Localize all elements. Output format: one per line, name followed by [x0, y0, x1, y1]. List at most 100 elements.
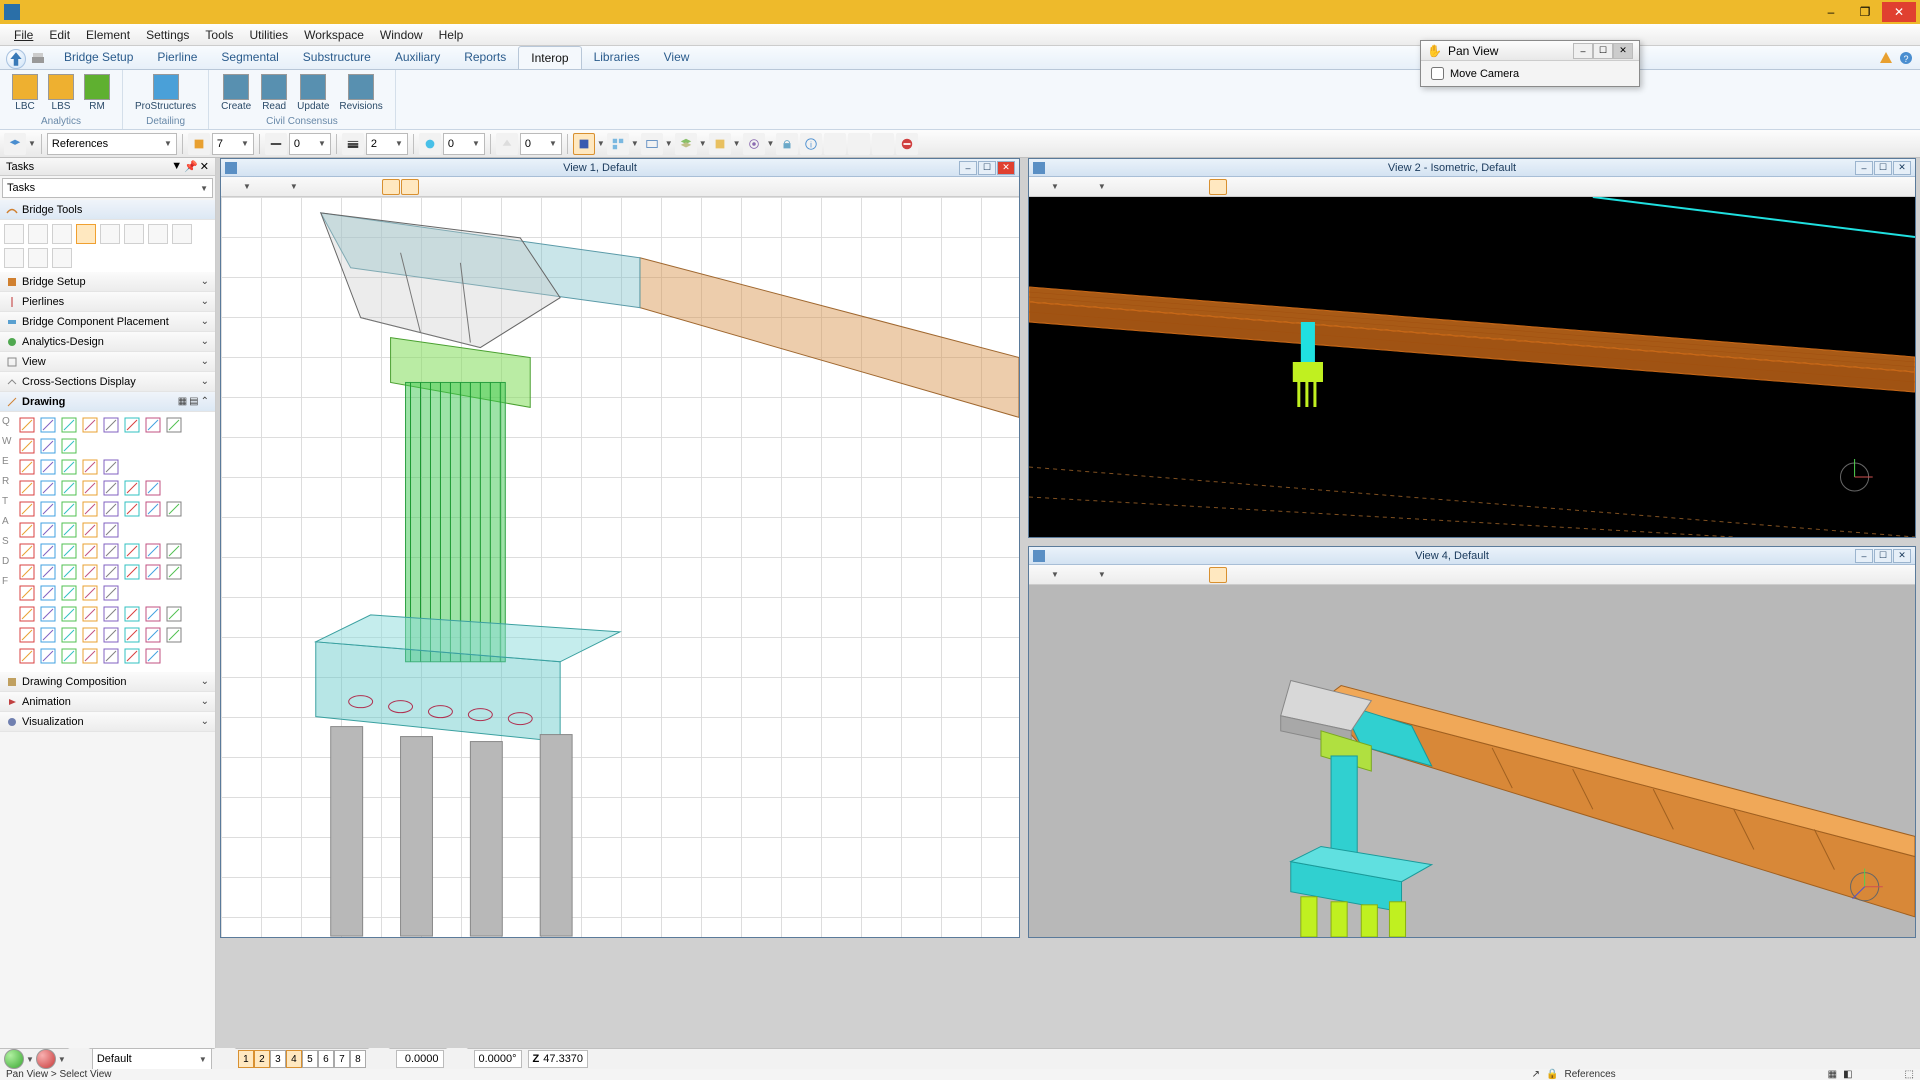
view-4-canvas[interactable] [1029, 585, 1915, 937]
line-style-icon[interactable] [265, 133, 287, 155]
dlg-max-button[interactable]: ☐ [1593, 43, 1613, 59]
drawing-tool-icon[interactable] [81, 647, 99, 665]
drawing-tool-icon[interactable] [144, 626, 162, 644]
menu-edit[interactable]: Edit [41, 26, 78, 44]
angle-icon[interactable] [446, 1048, 468, 1070]
view-num-8[interactable]: 8 [350, 1050, 366, 1068]
drawing-tool-icon[interactable] [102, 416, 120, 434]
view-tool-icon[interactable] [1228, 567, 1246, 583]
drawing-tool-icon[interactable] [102, 647, 120, 665]
tool-icon[interactable] [172, 224, 192, 244]
tool-icon[interactable] [28, 224, 48, 244]
view-tool-icon[interactable] [420, 179, 438, 195]
drawing-tool-icon[interactable] [18, 626, 36, 644]
help-icon[interactable]: ? [1898, 50, 1914, 66]
view-tool-icon[interactable] [1079, 567, 1097, 583]
drawing-tool-icon[interactable] [102, 458, 120, 476]
drawing-tool-icon[interactable] [39, 416, 57, 434]
spin1[interactable]: 7▼ [212, 133, 254, 155]
tool-icon[interactable] [148, 224, 168, 244]
view-tool-icon[interactable] [458, 179, 476, 195]
spin2[interactable]: 0▼ [289, 133, 331, 155]
drawing-tool-icon[interactable] [60, 563, 78, 581]
drawing-tool-icon[interactable] [18, 605, 36, 623]
view-tool-icon[interactable] [1032, 179, 1050, 195]
ribbon-btn-create[interactable]: Create [217, 72, 255, 114]
maximize-button[interactable]: ❐ [1848, 2, 1882, 22]
drawing-tool-icon[interactable] [39, 521, 57, 539]
tool-icon[interactable] [4, 248, 24, 268]
view-min-button[interactable]: – [1855, 161, 1873, 175]
drawing-tool-icon[interactable] [144, 563, 162, 581]
view-tool-icon[interactable] [1171, 179, 1189, 195]
view-num-4[interactable]: 4 [286, 1050, 302, 1068]
spin3[interactable]: 2▼ [366, 133, 408, 155]
view-tool-icon[interactable] [1133, 567, 1151, 583]
view-tool-icon[interactable] [1032, 567, 1050, 583]
view-tool-icon[interactable] [1228, 179, 1246, 195]
dropdown-icon[interactable]: ▼ [28, 139, 36, 148]
drawing-tool-icon[interactable] [39, 584, 57, 602]
view-num-3[interactable]: 3 [270, 1050, 286, 1068]
drawing-tool-icon[interactable] [102, 521, 120, 539]
drawing-tool-icon[interactable] [165, 563, 183, 581]
drawing-tool-icon[interactable] [144, 416, 162, 434]
drawing-tool-icon[interactable] [39, 458, 57, 476]
drawing-tool-icon[interactable] [165, 605, 183, 623]
view-tool-icon[interactable] [1304, 567, 1322, 583]
view-tool-icon[interactable] [1247, 179, 1265, 195]
drawing-tool-icon[interactable] [39, 563, 57, 581]
drawing-tool-icon[interactable] [18, 437, 36, 455]
task-drawing[interactable]: Drawing ▦▤⌃ [0, 392, 215, 412]
menu-help[interactable]: Help [431, 26, 472, 44]
drawing-tool-icon[interactable] [18, 563, 36, 581]
drawing-tool-icon[interactable] [144, 605, 162, 623]
drawing-tool-icon[interactable] [60, 626, 78, 644]
view-tool-icon[interactable] [1285, 179, 1303, 195]
snap-icon[interactable] [743, 133, 765, 155]
spin4[interactable]: 0▼ [443, 133, 485, 155]
drawing-tool-icon[interactable] [39, 605, 57, 623]
layer-icon[interactable] [4, 133, 26, 155]
drawing-tool-icon[interactable] [165, 626, 183, 644]
view-max-button[interactable]: ☐ [1874, 161, 1892, 175]
refs-icon[interactable] [641, 133, 663, 155]
menu-file[interactable]: File [6, 26, 41, 44]
view-close-button[interactable]: ✕ [1893, 161, 1911, 175]
drawing-tool-icon[interactable] [18, 458, 36, 476]
drawing-tool-icon[interactable] [39, 500, 57, 518]
view-min-button[interactable]: – [959, 161, 977, 175]
move-camera-checkbox[interactable] [1431, 67, 1444, 80]
view-tool-icon[interactable] [1285, 567, 1303, 583]
view-2-canvas[interactable] [1029, 197, 1915, 537]
task-cross-sections[interactable]: Cross-Sections Display⌄ [0, 372, 215, 392]
dropdown-icon[interactable]: ▼ [171, 160, 182, 173]
reject-button[interactable] [36, 1049, 56, 1069]
pan-view-dialog[interactable]: ✋ Pan View – ☐ ✕ Move Camera [1420, 40, 1640, 87]
drawing-tool-icon[interactable] [123, 647, 141, 665]
task-analytics-design[interactable]: Analytics-Design⌄ [0, 332, 215, 352]
view-max-button[interactable]: ☐ [978, 161, 996, 175]
task-pierlines[interactable]: Pierlines⌄ [0, 292, 215, 312]
ribbon-btn-prostructures[interactable]: ProStructures [131, 72, 200, 114]
tool-icon[interactable] [188, 133, 210, 155]
view-tool-icon[interactable] [1266, 179, 1284, 195]
drawing-tool-icon[interactable] [60, 416, 78, 434]
view-tool-icon[interactable] [1152, 179, 1170, 195]
drawing-tool-icon[interactable] [81, 458, 99, 476]
view-tool-icon[interactable] [1060, 179, 1078, 195]
menu-workspace[interactable]: Workspace [296, 26, 372, 44]
view-tool-icon[interactable] [1266, 567, 1284, 583]
drawing-tool-icon[interactable] [81, 626, 99, 644]
view-tool-icon[interactable] [363, 179, 381, 195]
drawing-tool-icon[interactable] [123, 626, 141, 644]
task-bridge-setup[interactable]: Bridge Setup⌄ [0, 272, 215, 292]
view-tool-icon[interactable] [496, 179, 514, 195]
drawing-tool-icon[interactable] [18, 479, 36, 497]
tab-substructure[interactable]: Substructure [291, 46, 383, 69]
view-tool-icon[interactable] [306, 179, 324, 195]
tool3-icon[interactable] [872, 133, 894, 155]
tab-pierline[interactable]: Pierline [145, 46, 209, 69]
levels-icon[interactable] [675, 133, 697, 155]
tool2-icon[interactable] [848, 133, 870, 155]
